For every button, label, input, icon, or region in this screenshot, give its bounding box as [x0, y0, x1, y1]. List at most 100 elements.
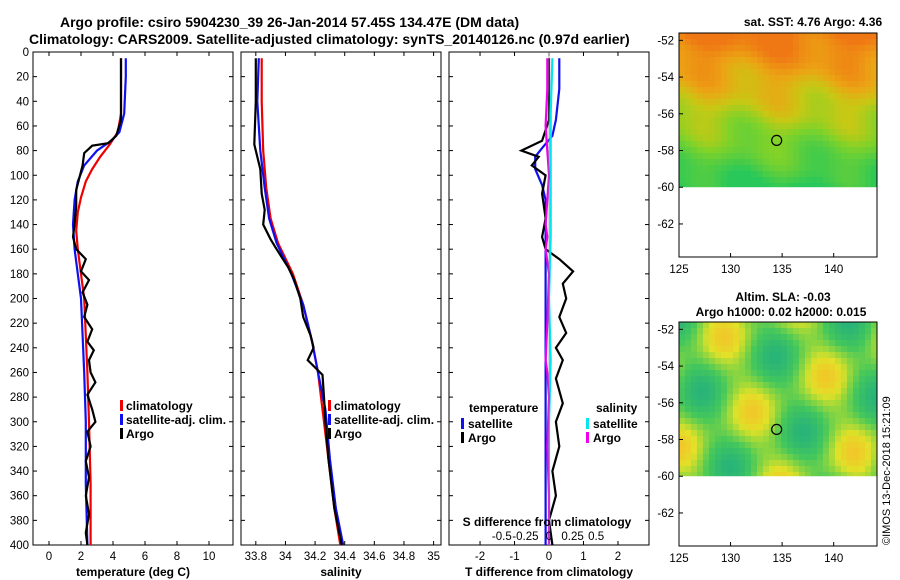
sla-map-pixel: [679, 340, 685, 346]
sla-map-pixel: [775, 472, 781, 477]
sla-map-pixel: [727, 382, 733, 388]
sst-map-pixel: [751, 171, 757, 177]
sst-map-pixel: [763, 171, 769, 177]
sst-map-ytick-label: -58: [657, 146, 674, 158]
sst-map-pixel: [703, 51, 709, 57]
sst-map-pixel: [805, 117, 811, 123]
sst-map-pixel: [739, 123, 745, 129]
sla-map-pixel: [727, 346, 733, 352]
sla-map-pixel: [727, 424, 733, 430]
sla-map-pixel: [751, 328, 757, 334]
sla-map-pixel: [685, 358, 691, 364]
sla-map-pixel: [721, 442, 727, 448]
sst-map-pixel: [787, 171, 793, 177]
sst-map-pixel: [853, 183, 859, 188]
sst-map-pixel: [853, 117, 859, 123]
sst-map-pixel: [805, 183, 811, 188]
sla-map-pixel: [847, 364, 853, 370]
sla-map-pixel: [775, 394, 781, 400]
sla-map-pixel: [721, 346, 727, 352]
sla-map-pixel: [829, 418, 835, 424]
depth-tick-label: 320: [10, 441, 29, 453]
sst-map-pixel: [799, 57, 805, 63]
sla-map-pixel: [721, 406, 727, 412]
sst-map-pixel: [757, 69, 763, 75]
sst-map-pixel: [817, 105, 823, 111]
sst-map-pixel: [691, 105, 697, 111]
sst-map-pixel: [805, 57, 811, 63]
sla-map-pixel: [721, 472, 727, 477]
sst-map-pixel: [835, 75, 841, 81]
sst-map-pixel: [769, 69, 775, 75]
sst-map-pixel: [727, 123, 733, 129]
sla-map-pixel: [745, 466, 751, 472]
sst-map-pixel: [781, 51, 787, 57]
sst-map-pixel: [679, 99, 685, 105]
sst-map-pixel: [811, 75, 817, 81]
sst-map-pixel: [817, 111, 823, 117]
sst-map-pixel: [823, 123, 829, 129]
sst-map-pixel: [709, 87, 715, 93]
sst-map-pixel: [763, 105, 769, 111]
sst-map-pixel: [769, 93, 775, 99]
sla-map-pixel: [865, 328, 871, 334]
sla-map-pixel: [871, 370, 877, 376]
sla-map-pixel: [763, 394, 769, 400]
sst-map-pixel: [847, 147, 853, 153]
sst-map-pixel: [715, 87, 721, 93]
sst-map-pixel: [739, 99, 745, 105]
sla-map-pixel: [715, 376, 721, 382]
sla-map-pixel: [805, 412, 811, 418]
sla-map-pixel: [739, 370, 745, 376]
sla-map-pixel: [733, 388, 739, 394]
sst-map-pixel: [805, 75, 811, 81]
salinity-legend-swatch: [328, 414, 331, 425]
sst-map-pixel: [709, 135, 715, 141]
sst-map-pixel: [805, 123, 811, 129]
sla-map-pixel: [757, 418, 763, 424]
t-legend-title: temperature: [469, 401, 539, 415]
sla-map-pixel: [853, 412, 859, 418]
sst-map-pixel: [745, 159, 751, 165]
sla-map-pixel: [685, 382, 691, 388]
sst-map-pixel: [733, 177, 739, 183]
sla-map-pixel: [823, 460, 829, 466]
sla-map-pixel: [817, 436, 823, 442]
sla-map-pixel: [859, 472, 865, 477]
sla-map-pixel: [745, 334, 751, 340]
sst-map-pixel: [811, 39, 817, 45]
sla-map-pixel: [715, 472, 721, 477]
sst-map-pixel: [871, 105, 877, 111]
sst-map-pixel: [871, 69, 877, 75]
sla-map-pixel: [685, 322, 691, 328]
sst-map-pixel: [757, 51, 763, 57]
sla-map-pixel: [817, 382, 823, 388]
sst-map-pixel: [745, 87, 751, 93]
sla-map-pixel: [739, 388, 745, 394]
sla-map-title: Altim. SLA: -0.03: [735, 290, 831, 304]
sst-map-pixel: [679, 93, 685, 99]
sst-map-pixel: [751, 57, 757, 63]
sst-map-pixel: [817, 51, 823, 57]
sla-map-pixel: [829, 364, 835, 370]
sst-map-pixel: [745, 135, 751, 141]
sla-map-pixel: [691, 424, 697, 430]
sla-map-pixel: [871, 466, 877, 472]
sla-map-pixel: [799, 430, 805, 436]
sst-map-pixel: [817, 81, 823, 87]
sst-map-pixel: [811, 69, 817, 75]
sst-map-pixel: [751, 93, 757, 99]
sst-map-pixel: [859, 165, 865, 171]
sst-map-pixel: [787, 33, 793, 39]
sst-map-pixel: [721, 159, 727, 165]
sla-map-pixel: [835, 346, 841, 352]
sla-map-pixel: [679, 418, 685, 424]
sla-map-pixel: [847, 394, 853, 400]
sla-map-pixel: [727, 454, 733, 460]
sst-map-pixel: [841, 111, 847, 117]
sst-map-pixel: [799, 63, 805, 69]
sla-map-pixel: [715, 436, 721, 442]
sla-map-pixel: [805, 340, 811, 346]
sla-map-pixel: [859, 430, 865, 436]
sla-map-pixel: [871, 322, 877, 328]
